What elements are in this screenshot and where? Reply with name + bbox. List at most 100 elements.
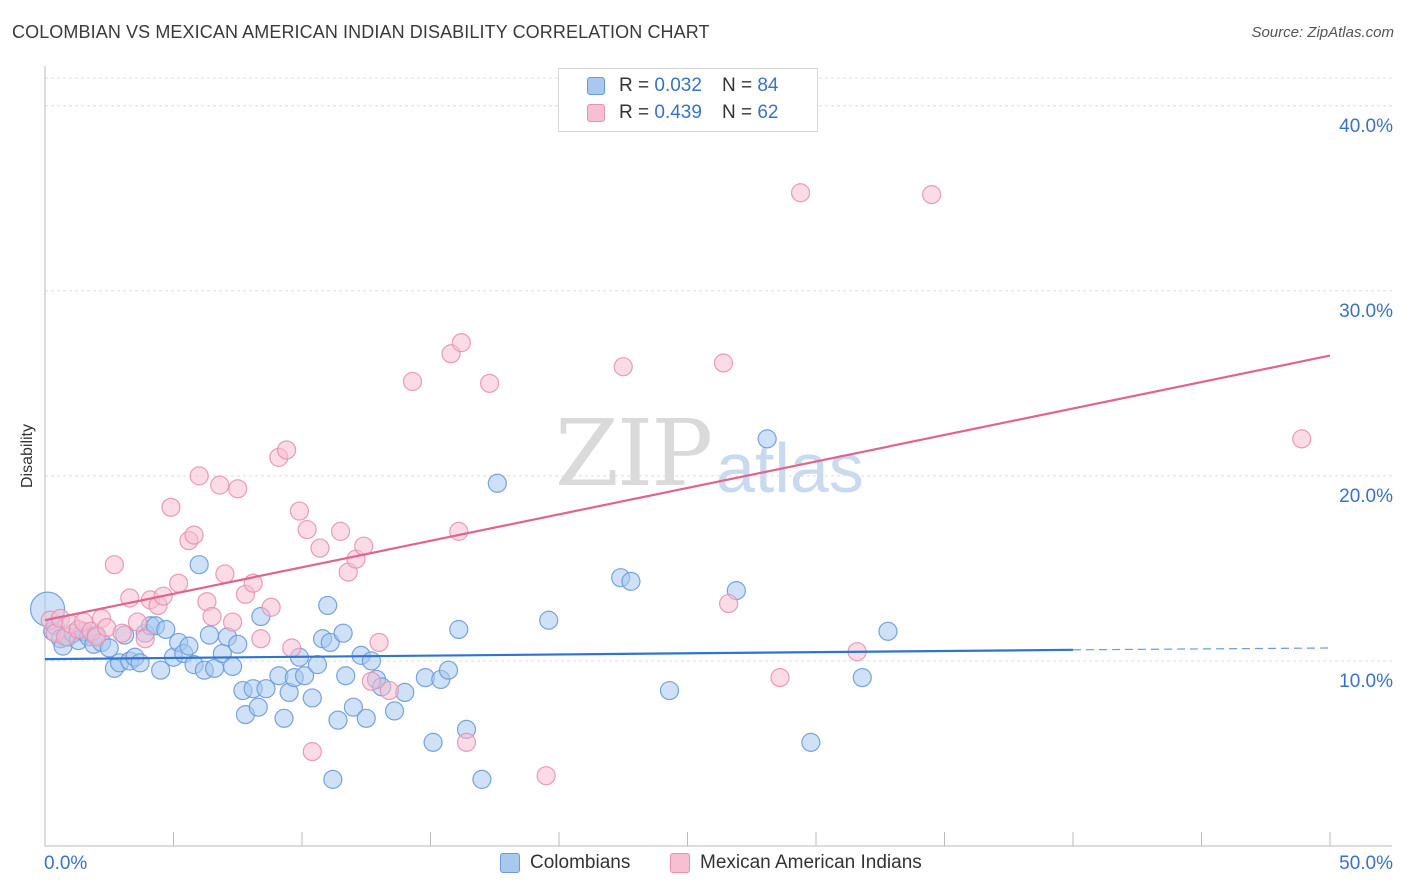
mexican-american-indians-point [251,629,271,649]
mexican-american-indians-point [210,475,230,495]
colombians-point [130,653,150,673]
source-label: Source: ZipAtlas.com [1251,24,1394,41]
mexican-american-indians-trend-line [44,354,1331,622]
x-tick-label: 50.0% [1339,853,1393,874]
legend-swatch-colombians [587,77,605,95]
mexican-american-indians-point [202,606,222,627]
mexican-american-indians-point [135,629,155,649]
colombians-point [757,429,777,449]
mexican-american-indians-point [402,371,423,392]
mexican-american-indians-point [289,501,310,521]
colombians-point [336,666,356,686]
mexican-american-indians-point [223,612,243,632]
legend-n-value: 84 [757,75,779,96]
mexican-american-indians-point [215,564,235,584]
colombians-point [320,632,340,653]
mexican-american-indians-point [1292,429,1312,449]
legend-n-label: N = [721,75,753,96]
colombians-point [333,623,353,643]
colombians-point [179,636,199,656]
watermark-atlas: atlas [716,429,864,507]
mexican-american-indians-point [261,597,281,617]
colombians-point [318,595,338,616]
colombians-point [256,679,276,699]
legend-r-value: 0.032 [654,75,702,96]
bottom-legend-swatch-colombians [500,853,520,873]
mexican-american-indians-point [184,525,204,545]
legend-swatch-mexican-american-indians [587,104,605,122]
mexican-american-indians-point [456,732,477,752]
legend-r-label: R = [619,102,650,123]
colombians-point [302,688,322,708]
colombians-point [248,697,268,717]
mexican-american-indians-point [282,638,302,658]
mexican-american-indians-point [790,183,811,203]
colombians-point [801,732,821,752]
colombians-point [151,660,171,680]
mexican-american-indians-point [297,519,317,540]
y-tick-label: 20.0% [1339,486,1393,507]
mexican-american-indians-point [379,680,399,701]
mexican-american-indians-point [480,373,500,393]
legend-r-value: 0.439 [654,102,702,123]
legend-n-value: 62 [757,102,779,123]
y-tick-label: 30.0% [1339,301,1393,322]
colombians-point [852,667,872,688]
mexican-american-indians-point [770,667,790,688]
colombians-point [449,619,469,640]
legend-row-mexican-american-indians: R = 0.439 N = 62 [559,100,778,126]
y-tick-label: 10.0% [1339,671,1393,692]
colombians-point [621,571,641,591]
colombians-point [384,701,405,721]
colombians-point [472,769,492,789]
colombians-trend-extension [1072,647,1331,651]
colombians-point [156,619,176,640]
mexican-american-indians-point [276,440,297,460]
mexican-american-indians-point [189,466,209,486]
mexican-american-indians-point [369,632,389,653]
x-tick-label: 0.0% [44,853,87,874]
colombians-point [189,555,209,575]
mexican-american-indians-point [449,521,469,541]
y-tick-label: 40.0% [1339,116,1393,137]
colombians-point [228,634,248,654]
colombians-point [356,708,376,728]
mexican-american-indians-point [127,612,148,632]
mexican-american-indians-point [713,353,734,373]
mexican-american-indians-point [112,623,132,643]
mexican-american-indians-point [613,357,633,377]
bottom-legend-swatch-mexican-american-indians [670,853,690,873]
colombians-point [199,625,220,645]
colombians-point [323,769,343,789]
colombians-trend-line [44,648,1074,661]
colombians-point [423,732,443,752]
mexican-american-indians-point [228,479,248,499]
bottom-legend-mexican-american-indians: Mexican American Indians [670,852,922,874]
colombians-point [328,710,348,730]
colombians-point [307,655,328,675]
mexican-american-indians-point [719,593,739,614]
colombians-point [659,680,680,701]
colombians-point [361,651,381,671]
legend-row-colombians: R = 0.032 N = 84 [559,73,778,99]
mexican-american-indians-point [330,521,351,541]
colombians-point [294,666,315,686]
mexican-american-indians-point [302,742,322,762]
mexican-american-indians-point [536,766,556,786]
mexican-american-indians-point [922,184,942,205]
colombians-point [539,610,559,630]
legend-n-label: N = [721,102,753,123]
mexican-american-indians-point [169,573,189,593]
legend-r-label: R = [619,75,650,96]
mexican-american-indians-point [310,538,330,558]
mexican-american-indians-point [451,333,471,353]
mexican-american-indians-point [361,671,381,691]
colombians-point [223,656,243,677]
colombians-point [274,708,294,728]
legend: R = 0.032 N = 84 R = 0.439 N = 62 [558,68,818,132]
mexican-american-indians-point [161,497,181,517]
bottom-legend-label-colombians: Colombians [530,852,631,873]
chart-title: COLOMBIAN VS MEXICAN AMERICAN INDIAN DIS… [12,22,710,42]
colombians-point [487,473,507,493]
